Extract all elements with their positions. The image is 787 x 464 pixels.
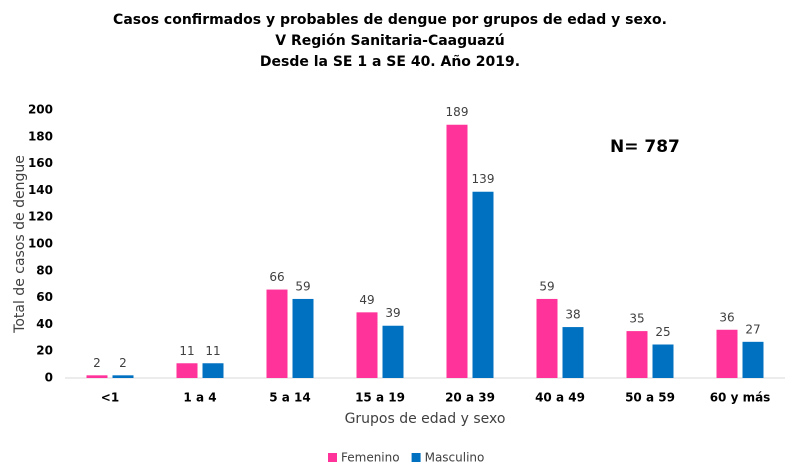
value-label: 2	[93, 356, 101, 370]
bar	[292, 298, 314, 378]
x-axis-label: Grupos de edad y sexo	[345, 411, 506, 427]
legend-label: Masculino	[425, 451, 485, 464]
y-tick-label: 80	[36, 263, 53, 277]
bar	[446, 124, 468, 379]
chart-title: Desde la SE 1 a SE 40. Año 2019.	[260, 54, 520, 70]
y-tick-label: 120	[28, 210, 53, 224]
bar	[382, 325, 404, 378]
bar	[202, 363, 224, 378]
bar	[716, 329, 738, 378]
bar	[112, 375, 134, 378]
bar	[626, 331, 648, 378]
legend-swatch	[411, 453, 421, 462]
bar	[652, 344, 674, 378]
value-label: 36	[719, 310, 734, 324]
value-label: 139	[472, 172, 495, 186]
chart-title: V Región Sanitaria-Caaguazú	[275, 33, 504, 49]
y-tick-label: 140	[28, 183, 53, 197]
y-tick-label: 200	[28, 103, 53, 117]
y-tick-label: 180	[28, 129, 53, 143]
bar	[562, 327, 584, 378]
value-label: 59	[295, 279, 310, 293]
legend-swatch	[328, 453, 337, 462]
y-axis-label: Total de casos de dengue	[12, 155, 28, 334]
value-label: 189	[446, 105, 469, 119]
bar	[176, 363, 198, 378]
value-label: 11	[179, 344, 194, 358]
value-label: 35	[629, 312, 644, 326]
value-label: 2	[119, 356, 127, 370]
y-tick-label: 160	[28, 156, 53, 170]
value-label: 59	[539, 279, 554, 293]
x-tick-label: 5 a 14	[269, 391, 311, 405]
x-tick-label: 50 a 59	[625, 391, 675, 405]
x-tick-label: 40 a 49	[535, 391, 585, 405]
x-tick-label: <1	[101, 391, 119, 405]
x-tick-label: 20 a 39	[445, 391, 495, 405]
legend-label: Femenino	[341, 451, 400, 464]
x-tick-label: 15 a 19	[355, 391, 405, 405]
annotation: N= 787	[610, 137, 680, 157]
y-tick-label: 20	[36, 344, 53, 358]
value-label: 38	[565, 308, 580, 322]
value-label: 39	[385, 306, 400, 320]
y-tick-label: 60	[36, 290, 53, 304]
x-tick-label: 1 a 4	[183, 391, 216, 405]
chart-title: Casos confirmados y probables de dengue …	[113, 12, 667, 28]
y-tick-label: 100	[28, 237, 53, 251]
x-tick-label: 60 y más	[710, 391, 771, 405]
value-label: 27	[745, 322, 760, 336]
value-label: 25	[655, 325, 670, 339]
bar	[742, 341, 764, 378]
bar	[472, 191, 494, 378]
bar	[356, 312, 378, 378]
y-tick-label: 0	[45, 371, 53, 385]
value-label: 11	[205, 344, 220, 358]
bar	[266, 289, 288, 378]
bar	[86, 375, 108, 378]
bar	[536, 298, 558, 378]
y-tick-label: 40	[36, 317, 53, 331]
value-label: 66	[269, 270, 284, 284]
value-label: 49	[359, 293, 374, 307]
